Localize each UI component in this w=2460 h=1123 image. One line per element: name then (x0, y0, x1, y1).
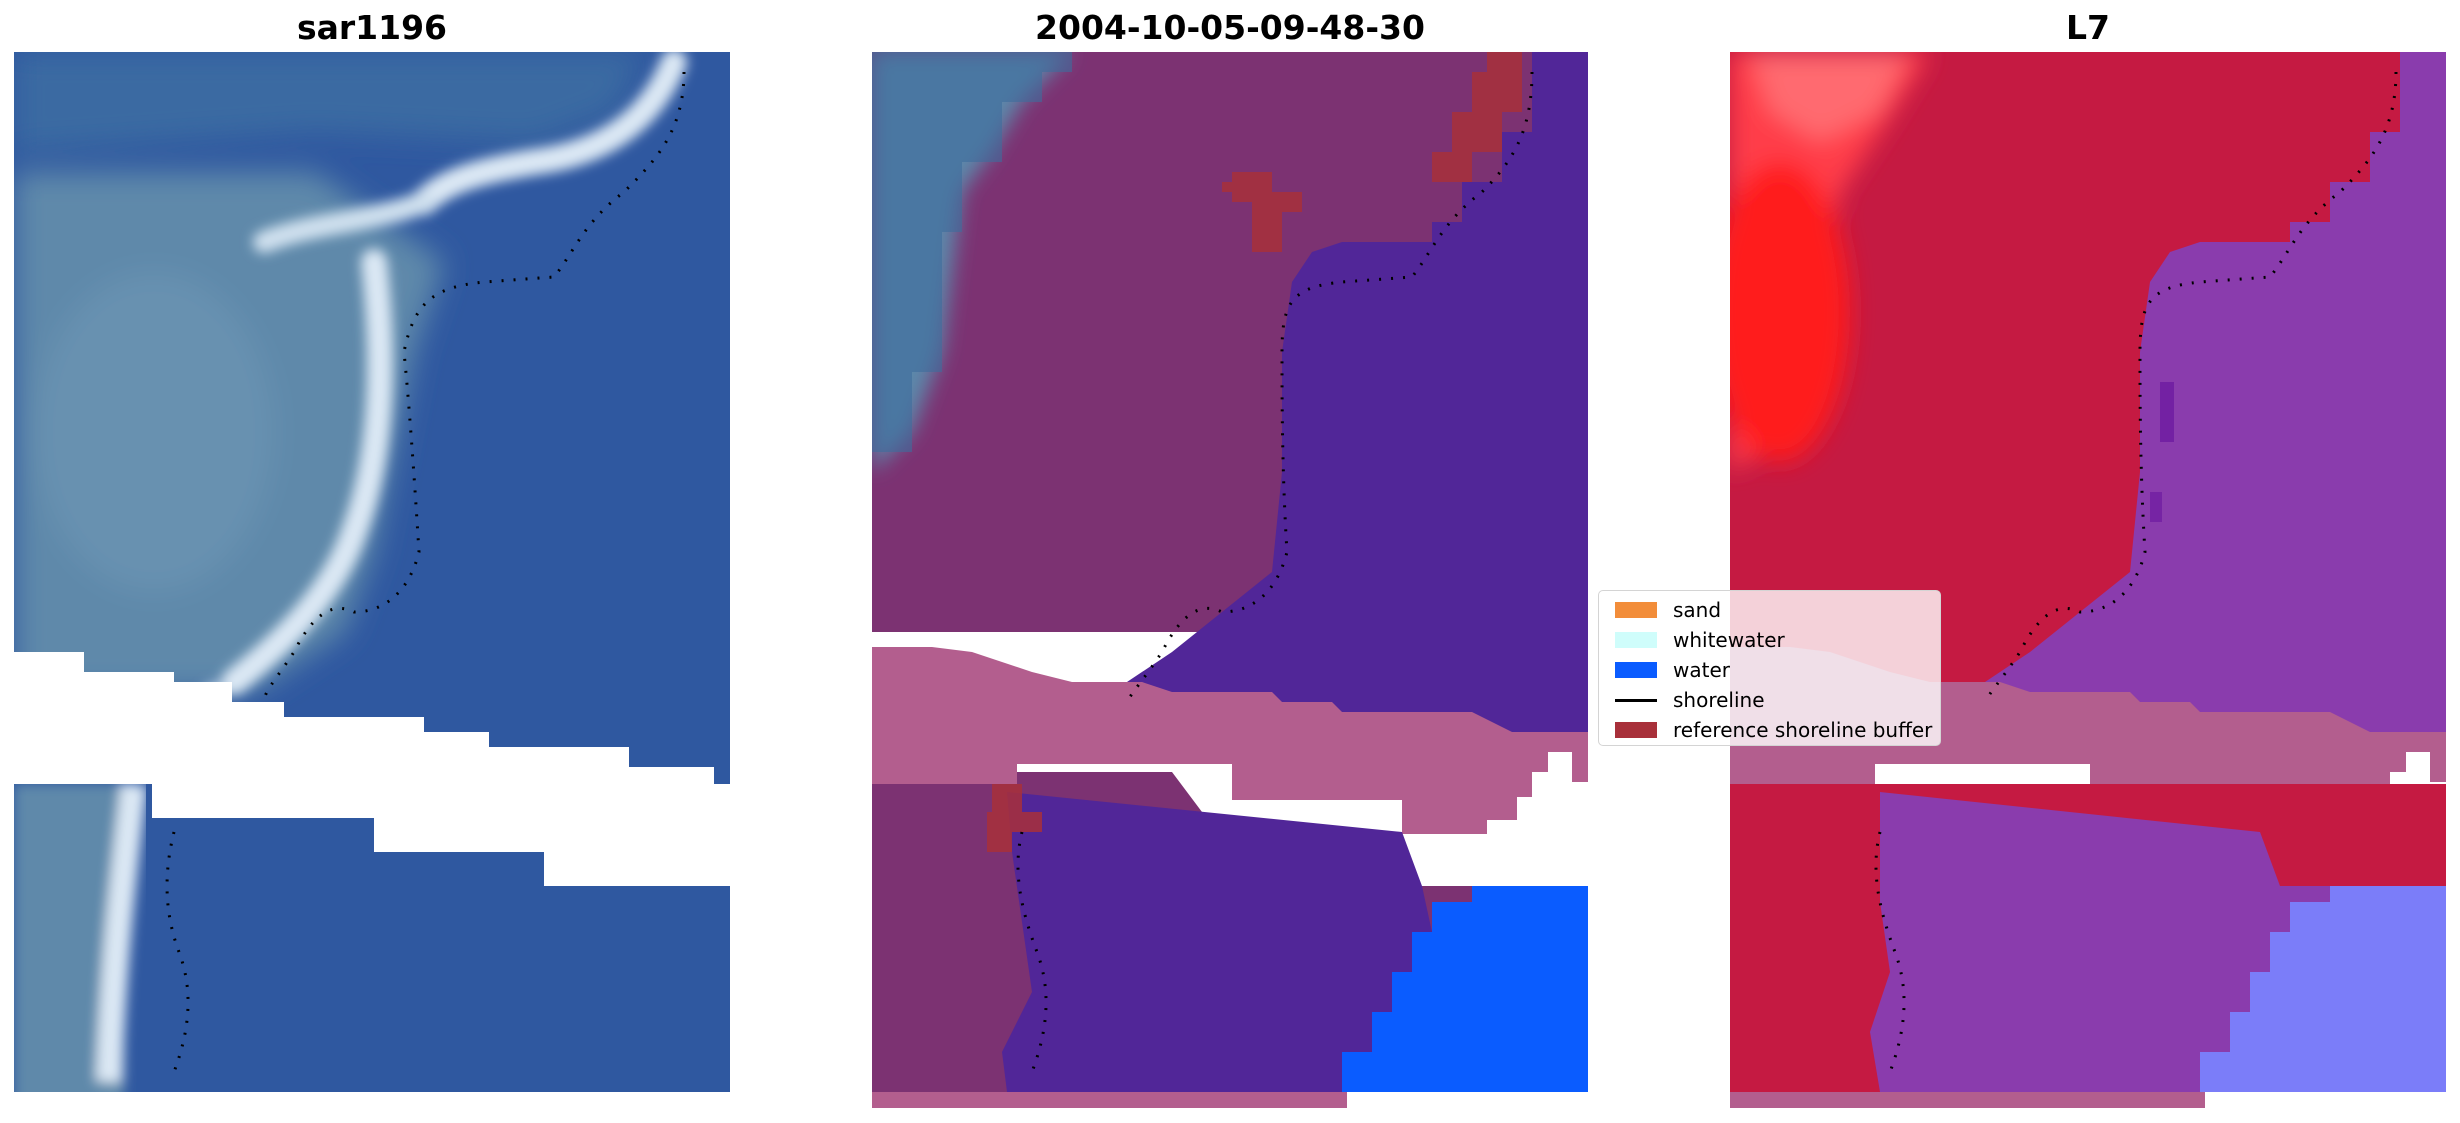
legend-item-shoreline: shoreline (1607, 687, 1937, 713)
legend-swatch-reference-buffer (1615, 722, 1657, 738)
legend: sand whitewater water shoreline referenc… (1598, 590, 1941, 746)
legend-line-shoreline (1615, 699, 1657, 702)
rgb-image-panel (14, 52, 730, 1110)
legend-swatch-water (1615, 662, 1657, 678)
legend-item-whitewater: whitewater (1607, 627, 1937, 653)
index-panel (1730, 52, 2446, 1110)
legend-label-water: water (1673, 658, 1730, 682)
panel-title-classification: 2004-10-05-09-48-30 (1035, 8, 1425, 47)
panel-title-index: L7 (2066, 8, 2110, 47)
legend-item-reference-buffer: reference shoreline buffer (1607, 717, 1937, 743)
legend-swatch-whitewater (1615, 632, 1657, 648)
panel-title-rgb: sar1196 (296, 8, 448, 47)
legend-label-reference-buffer: reference shoreline buffer (1673, 718, 1933, 742)
legend-item-sand: sand (1607, 597, 1937, 623)
legend-label-sand: sand (1673, 598, 1722, 622)
legend-item-water: water (1607, 657, 1937, 683)
legend-swatch-sand (1615, 602, 1657, 618)
legend-label-shoreline: shoreline (1673, 688, 1765, 712)
classification-panel (872, 52, 1588, 1110)
legend-label-whitewater: whitewater (1673, 628, 1785, 652)
